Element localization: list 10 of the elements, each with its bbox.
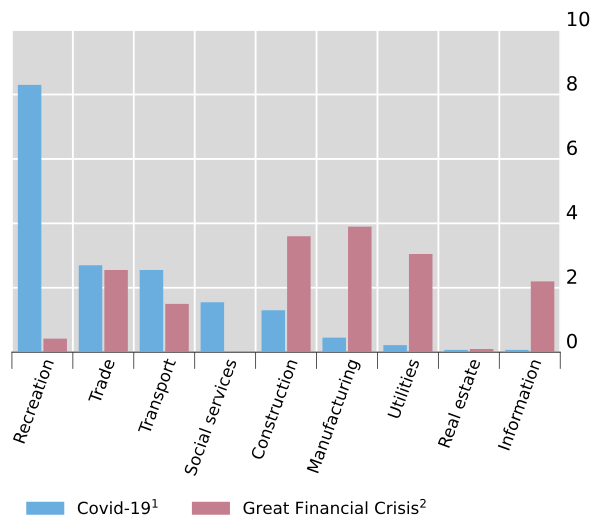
legend-label: Great Financial Crisis$^{2}$ <box>244 498 426 514</box>
x-tick-label: Trade <box>88 358 116 404</box>
y-tick-label: 10 <box>568 12 590 26</box>
x-tick-label: Real estate <box>437 358 481 448</box>
y-tick-label: 8 <box>567 76 577 91</box>
y-tick-label: 2 <box>567 269 576 284</box>
y-tick-label: 6 <box>567 140 577 156</box>
y-tick-label: 0 <box>567 334 577 348</box>
y-tick-label: 4 <box>566 205 578 220</box>
legend-label: Covid-19$^{1}$ <box>78 499 158 514</box>
